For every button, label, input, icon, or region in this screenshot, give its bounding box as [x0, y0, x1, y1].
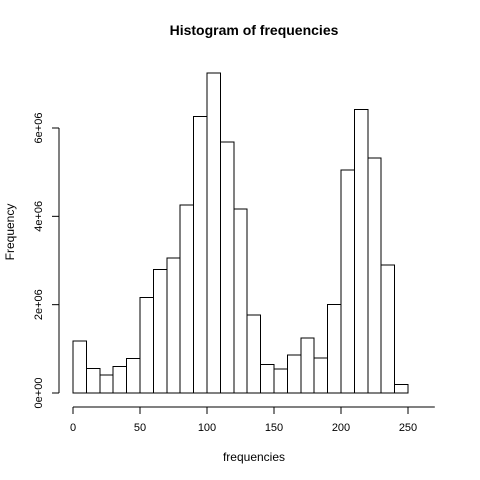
- histogram-bar: [300, 337, 315, 394]
- histogram-bar: [179, 204, 195, 394]
- histogram-bar: [112, 366, 128, 394]
- histogram-bar: [85, 367, 101, 394]
- bars-group: [72, 72, 409, 394]
- histogram-bar: [327, 304, 342, 394]
- chart-title: Histogram of frequencies: [170, 22, 339, 38]
- histogram-bar: [72, 340, 87, 394]
- histogram-bar: [313, 357, 329, 394]
- histogram-bar: [139, 297, 154, 394]
- x-tick-label: 50: [134, 422, 146, 434]
- y-tick-label: 0e+00: [33, 378, 45, 409]
- y-axis: 0e+00 2e+06 4e+06 6e+06: [33, 113, 60, 409]
- histogram-bar: [166, 257, 181, 394]
- x-tick-label: 0: [70, 422, 76, 434]
- x-axis-label: frequencies: [223, 450, 285, 464]
- histogram-bar: [233, 208, 248, 394]
- histogram-bar: [394, 384, 409, 394]
- histogram-bar: [260, 363, 275, 394]
- histogram-bar: [152, 268, 168, 394]
- histogram-bar: [193, 116, 208, 394]
- x-tick-label: 200: [332, 422, 350, 434]
- histogram-bar: [219, 141, 235, 394]
- y-tick-label: 6e+06: [33, 113, 45, 144]
- histogram-bar: [126, 358, 141, 394]
- histogram-bar: [206, 72, 221, 394]
- histogram-bar: [367, 157, 382, 394]
- histogram-bar: [273, 368, 288, 394]
- histogram-bar: [286, 354, 302, 394]
- x-tick-label: 100: [198, 422, 216, 434]
- histogram-bar: [246, 314, 262, 394]
- histogram-bar: [353, 108, 369, 394]
- x-axis: 0 50 100 150 200 250: [70, 406, 435, 434]
- y-tick-label: 4e+06: [33, 201, 45, 232]
- histogram-bar: [99, 374, 114, 394]
- x-tick-label: 150: [265, 422, 283, 434]
- y-axis-label: Frequency: [3, 204, 17, 261]
- histogram-bar: [380, 264, 396, 394]
- x-tick-label: 250: [399, 422, 417, 434]
- histogram-bar: [340, 169, 355, 394]
- y-tick-label: 2e+06: [33, 289, 45, 320]
